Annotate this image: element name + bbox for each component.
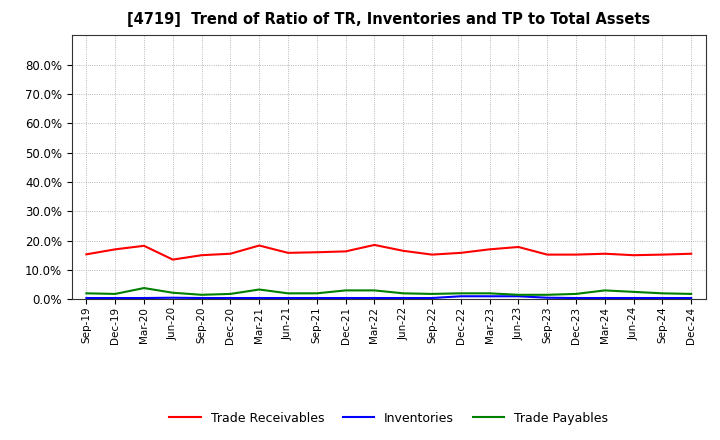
Title: [4719]  Trend of Ratio of TR, Inventories and TP to Total Assets: [4719] Trend of Ratio of TR, Inventories… [127, 12, 650, 27]
Inventories [111, 295, 120, 301]
Trade Receivables [370, 242, 379, 248]
Line: Inventories: Inventories [86, 296, 691, 298]
Trade Receivables [140, 243, 148, 249]
Trade Payables [485, 291, 494, 296]
Trade Payables [629, 289, 638, 294]
Trade Payables [399, 291, 408, 296]
Trade Receivables [456, 250, 465, 256]
Trade Receivables [111, 247, 120, 252]
Trade Receivables [572, 252, 580, 257]
Trade Receivables [284, 250, 292, 256]
Trade Payables [341, 288, 350, 293]
Trade Payables [168, 290, 177, 295]
Inventories [600, 295, 609, 301]
Trade Payables [226, 291, 235, 297]
Inventories [428, 295, 436, 301]
Trade Payables [312, 291, 321, 296]
Inventories [341, 295, 350, 301]
Trade Receivables [226, 251, 235, 257]
Trade Receivables [168, 257, 177, 262]
Trade Receivables [600, 251, 609, 257]
Inventories [485, 293, 494, 299]
Inventories [687, 295, 696, 301]
Trade Receivables [399, 248, 408, 253]
Trade Receivables [82, 252, 91, 257]
Trade Receivables [687, 251, 696, 257]
Inventories [629, 295, 638, 301]
Line: Trade Payables: Trade Payables [86, 288, 691, 295]
Trade Payables [687, 291, 696, 297]
Inventories [82, 295, 91, 301]
Inventories [197, 295, 206, 301]
Inventories [543, 295, 552, 301]
Inventories [140, 295, 148, 301]
Inventories [514, 293, 523, 299]
Trade Receivables [658, 252, 667, 257]
Inventories [312, 295, 321, 301]
Trade Receivables [485, 247, 494, 252]
Trade Receivables [428, 252, 436, 257]
Trade Receivables [255, 243, 264, 248]
Trade Receivables [197, 253, 206, 258]
Line: Trade Receivables: Trade Receivables [86, 245, 691, 260]
Legend: Trade Receivables, Inventories, Trade Payables: Trade Receivables, Inventories, Trade Pa… [164, 407, 613, 430]
Inventories [399, 295, 408, 301]
Trade Receivables [629, 253, 638, 258]
Inventories [370, 295, 379, 301]
Inventories [284, 295, 292, 301]
Trade Payables [370, 288, 379, 293]
Trade Payables [197, 292, 206, 297]
Trade Payables [284, 291, 292, 296]
Trade Receivables [312, 249, 321, 255]
Trade Receivables [543, 252, 552, 257]
Trade Receivables [341, 249, 350, 254]
Trade Payables [514, 292, 523, 297]
Inventories [456, 293, 465, 299]
Trade Payables [140, 286, 148, 291]
Trade Payables [572, 291, 580, 297]
Trade Payables [111, 291, 120, 297]
Trade Receivables [514, 244, 523, 249]
Trade Payables [82, 291, 91, 296]
Trade Payables [658, 291, 667, 296]
Trade Payables [255, 287, 264, 292]
Inventories [572, 295, 580, 301]
Trade Payables [428, 291, 436, 297]
Trade Payables [543, 292, 552, 297]
Inventories [255, 295, 264, 301]
Trade Payables [600, 288, 609, 293]
Inventories [658, 295, 667, 301]
Inventories [168, 295, 177, 301]
Inventories [226, 295, 235, 301]
Trade Payables [456, 291, 465, 296]
